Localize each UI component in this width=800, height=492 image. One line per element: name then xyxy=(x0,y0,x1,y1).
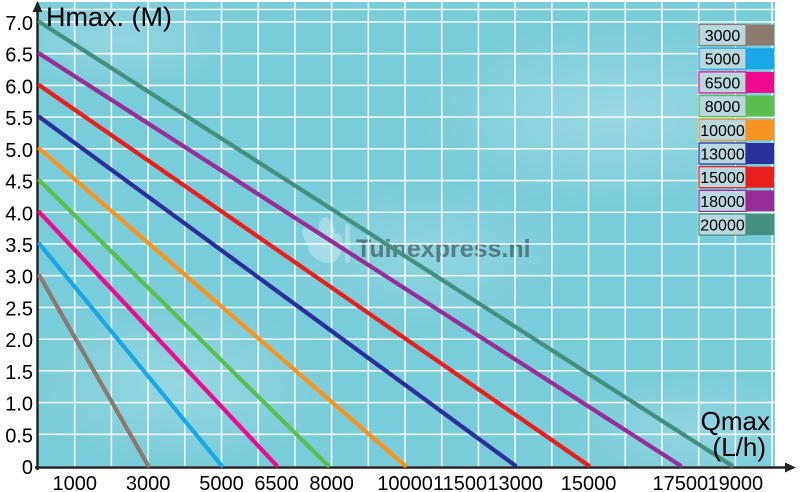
x-tick-label: 19000 xyxy=(708,473,764,492)
series-line-18000 xyxy=(37,51,683,468)
legend-label: 18000 xyxy=(700,194,745,211)
y-tick-label: 1.5 xyxy=(5,362,33,384)
axis-titles: Hmax. (M) Qmax (L/h) xyxy=(46,2,770,462)
cloud-highlight xyxy=(415,20,775,210)
cloud-highlight xyxy=(38,2,250,90)
tick-labels: 1000 3000 5000 6500 8000 10000 11500 13000 15000… xyxy=(5,13,763,492)
y-tick-label: 5.5 xyxy=(5,108,33,130)
legend-label: 13000 xyxy=(700,147,745,164)
y-tick-label: 3.0 xyxy=(5,267,33,289)
y-tick-label: 1.0 xyxy=(5,394,33,416)
legend-item-10000: 10000 xyxy=(698,118,774,141)
cloud-highlight xyxy=(280,180,580,330)
legend-label: 8000 xyxy=(705,99,741,116)
legend-item-20000: 20000 xyxy=(698,213,774,236)
series-line-6500 xyxy=(37,210,279,468)
series-line-5000 xyxy=(37,241,224,468)
axes xyxy=(32,1,796,473)
legend-item-5000: 5000 xyxy=(698,47,774,70)
legend-label: 15000 xyxy=(700,170,745,187)
y-tick-label: 0.5 xyxy=(5,425,33,447)
legend-label: 20000 xyxy=(700,218,745,235)
y-tick-label: 2.5 xyxy=(5,298,33,320)
y-tick-label: 3.5 xyxy=(5,235,33,257)
series-line-20000 xyxy=(37,19,734,468)
legend-label: 5000 xyxy=(705,52,741,69)
legend: 3000 5000 6500 8000 10000 13000 15000 18000 2000… xyxy=(698,23,774,236)
legend-swatch xyxy=(746,24,774,46)
x-axis-arrow-icon xyxy=(785,462,796,473)
legend-swatch xyxy=(746,48,774,70)
watermark: Tuinexpress.nl xyxy=(302,217,531,263)
y-tick-label: 0 xyxy=(22,457,33,479)
x-tick-label: 5000 xyxy=(199,473,244,492)
legend-swatch xyxy=(746,143,774,164)
x-axis-title-line1: Qmax xyxy=(701,406,770,436)
x-tick-label: 3000 xyxy=(126,473,171,492)
legend-item-18000: 18000 xyxy=(698,189,774,212)
legend-item-6500: 6500 xyxy=(698,71,774,94)
legend-swatch xyxy=(746,166,774,188)
legend-swatch xyxy=(746,119,774,141)
series-line-13000 xyxy=(37,115,518,468)
legend-item-13000: 13000 xyxy=(698,142,774,165)
legend-label: 6500 xyxy=(705,75,741,92)
series-line-10000 xyxy=(37,146,408,468)
x-tick-label: 8000 xyxy=(309,473,354,492)
gridlines xyxy=(38,2,775,466)
legend-item-8000: 8000 xyxy=(698,94,774,118)
legend-label: 10000 xyxy=(700,123,745,140)
x-axis-title-line2: (L/h) xyxy=(713,432,766,462)
series-line-8000 xyxy=(37,178,331,468)
x-tick-label: 17500 xyxy=(652,473,708,492)
y-tick-label: 4.0 xyxy=(5,203,33,225)
y-tick-label: 4.5 xyxy=(5,172,33,194)
x-tick-label: 15000 xyxy=(561,473,617,492)
y-tick-label: 6.0 xyxy=(5,76,33,98)
x-tick-label: 10000 xyxy=(377,473,433,492)
y-axis-arrow-icon xyxy=(32,1,43,12)
series-line-3000 xyxy=(37,273,151,468)
legend-item-3000: 3000 xyxy=(698,23,774,47)
y-tick-label: 2.0 xyxy=(5,330,33,352)
y-tick-label: 6.5 xyxy=(5,45,33,67)
x-tick-label: 6500 xyxy=(254,473,299,492)
legend-swatch xyxy=(746,190,774,212)
legend-swatch xyxy=(746,95,774,117)
x-tick-label: 1000 xyxy=(52,473,97,492)
y-axis-title: Hmax. (M) xyxy=(46,2,172,32)
legend-item-15000: 15000 xyxy=(698,166,774,189)
watermark-text: Tuinexpress.nl xyxy=(356,235,531,263)
legend-label: 3000 xyxy=(705,28,741,45)
legend-swatch xyxy=(746,71,774,93)
series-lines xyxy=(37,19,734,468)
x-tick-label: 11500 xyxy=(433,473,487,492)
cloud-highlight xyxy=(560,370,775,466)
series-line-15000 xyxy=(37,83,591,468)
y-tick-label: 5.0 xyxy=(5,140,33,162)
legend-swatch xyxy=(746,214,774,236)
x-tick-label: 13000 xyxy=(487,473,543,492)
y-tick-label: 7.0 xyxy=(5,13,33,35)
